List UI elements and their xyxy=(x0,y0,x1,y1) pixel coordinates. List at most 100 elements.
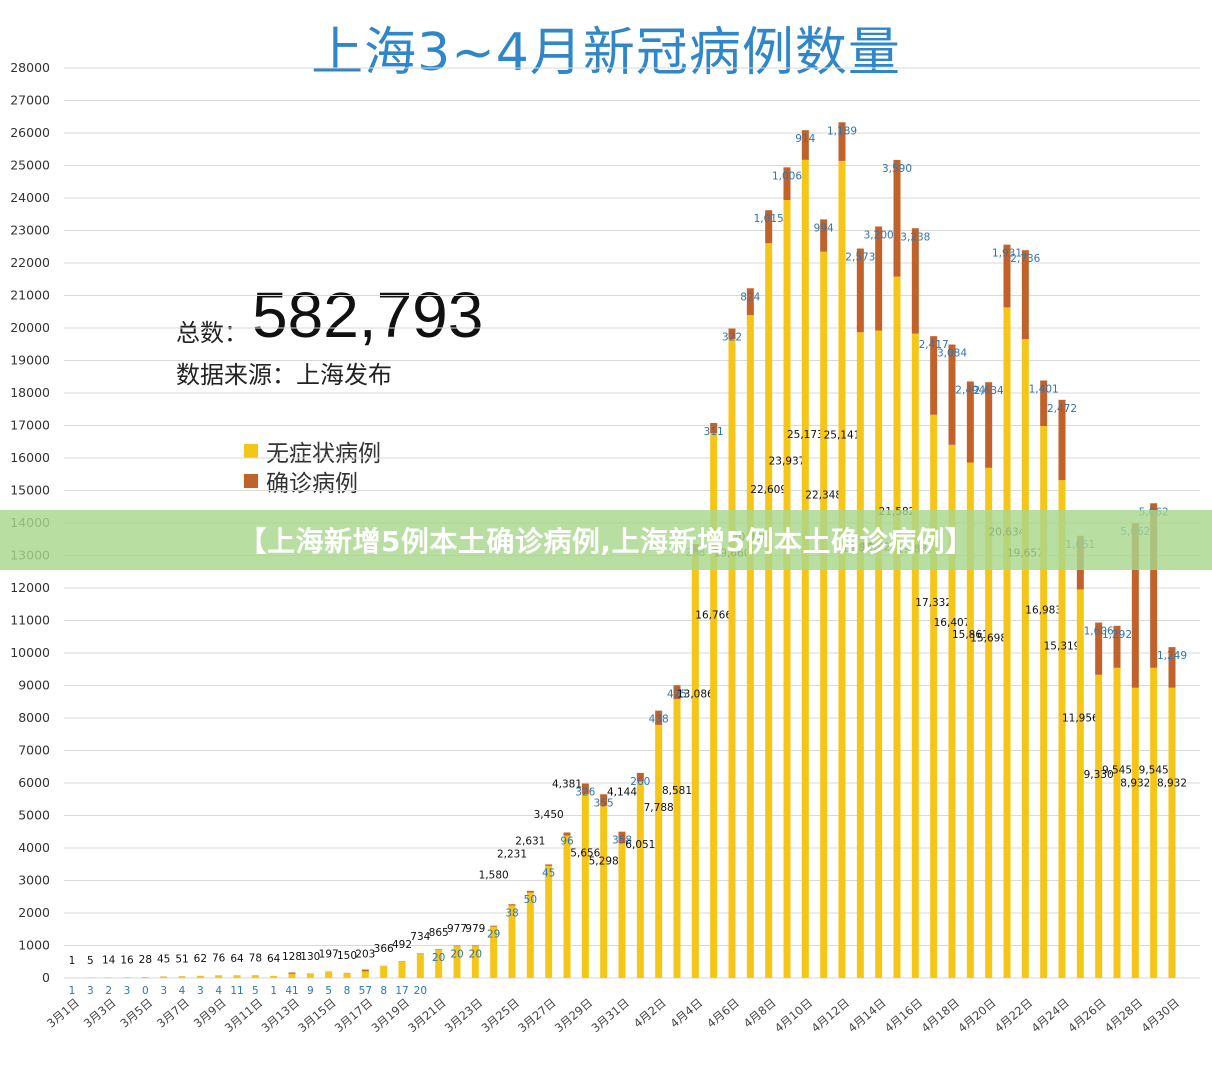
bar-asymptomatic xyxy=(416,954,424,978)
bar-asymptomatic xyxy=(893,276,901,979)
legend-item-confirmed: 确诊病例 xyxy=(244,466,381,497)
data-label-asymptomatic: 5 xyxy=(87,955,94,967)
x-tick-label: 4月2日 xyxy=(631,996,669,1031)
bar-confirmed xyxy=(673,685,681,700)
x-tick-label: 4月30日 xyxy=(1138,996,1181,1036)
bar-confirmed xyxy=(1095,622,1103,675)
bar-confirmed xyxy=(985,382,993,468)
bar-asymptomatic xyxy=(233,975,241,978)
data-label-confirmed: 326 xyxy=(575,787,595,799)
x-tick-label: 4月28日 xyxy=(1102,996,1145,1036)
bar-confirmed xyxy=(435,949,443,950)
data-label-asymptomatic: 9,545 xyxy=(1102,764,1132,776)
data-label-confirmed: 17 xyxy=(395,985,408,997)
bar-asymptomatic xyxy=(1003,307,1011,978)
bar-confirmed xyxy=(655,710,663,725)
data-label-asymptomatic: 8,581 xyxy=(662,785,692,797)
bar-confirmed xyxy=(783,167,791,201)
bar-confirmed xyxy=(875,226,883,331)
y-tick-label: 12000 xyxy=(10,580,50,595)
y-tick-label: 17000 xyxy=(10,418,50,433)
bar-confirmed xyxy=(416,953,424,955)
bar-confirmed xyxy=(618,831,626,844)
bar-asymptomatic xyxy=(288,973,296,978)
data-label-confirmed: 96 xyxy=(560,835,574,847)
legend-swatch-asymptomatic xyxy=(244,444,258,458)
bar-asymptomatic xyxy=(306,973,314,978)
y-tick-label: 16000 xyxy=(10,450,50,465)
y-tick-label: 15000 xyxy=(10,483,50,498)
bar-confirmed xyxy=(893,159,901,277)
data-label-confirmed: 1,015 xyxy=(754,213,784,225)
x-tick-label: 4月20日 xyxy=(955,996,998,1036)
data-label-confirmed: 11 xyxy=(230,985,243,997)
bar-asymptomatic xyxy=(545,865,553,978)
data-label-asymptomatic: 9,545 xyxy=(1139,764,1169,776)
bar-asymptomatic xyxy=(196,975,204,978)
data-label-asymptomatic: 4,144 xyxy=(607,786,637,798)
y-tick-label: 5000 xyxy=(18,808,50,823)
bar-confirmed xyxy=(398,961,406,963)
bar-asymptomatic xyxy=(618,843,626,978)
data-label-asymptomatic: 977 xyxy=(447,923,467,935)
bar-confirmed xyxy=(911,228,919,334)
data-label-confirmed: 824 xyxy=(740,291,760,303)
bar-asymptomatic xyxy=(820,251,828,978)
data-label-asymptomatic: 5,298 xyxy=(589,855,619,867)
bar-asymptomatic xyxy=(471,946,479,978)
data-label-confirmed: 1,292 xyxy=(1102,629,1132,641)
bar-asymptomatic xyxy=(875,330,883,978)
data-label-confirmed: 8 xyxy=(380,985,387,997)
y-tick-label: 2000 xyxy=(18,905,50,920)
data-label-asymptomatic: 16,766 xyxy=(695,609,732,621)
bar-confirmed xyxy=(636,772,644,782)
data-label-asymptomatic: 76 xyxy=(212,953,226,965)
data-label-asymptomatic: 8,932 xyxy=(1120,777,1150,789)
y-tick-label: 20000 xyxy=(10,320,50,335)
data-label-asymptomatic: 197 xyxy=(319,949,339,961)
bar-confirmed xyxy=(1040,380,1048,427)
data-label-asymptomatic: 15,698 xyxy=(970,632,1007,644)
x-tick-label: 4月16日 xyxy=(882,996,925,1036)
y-tick-label: 10000 xyxy=(10,645,50,660)
x-tick-label: 4月24日 xyxy=(1028,996,1071,1036)
data-label-confirmed: 1,006 xyxy=(772,170,802,182)
data-label-confirmed: 1,401 xyxy=(1029,384,1059,396)
bar-asymptomatic xyxy=(398,962,406,978)
y-tick-label: 0 xyxy=(42,970,50,985)
bar-asymptomatic xyxy=(673,699,681,978)
data-label-asymptomatic: 15,319 xyxy=(1044,640,1081,652)
data-label-asymptomatic: 16,407 xyxy=(934,617,971,629)
bar-confirmed xyxy=(765,210,773,244)
y-tick-label: 18000 xyxy=(10,385,50,400)
bar-confirmed xyxy=(948,344,956,445)
total-label: 总数： xyxy=(176,319,248,347)
x-tick-label: 3月17日 xyxy=(332,996,375,1036)
data-label-confirmed: 3 xyxy=(197,985,204,997)
data-source: 数据来源：上海发布 xyxy=(176,361,392,389)
data-label-asymptomatic: 45 xyxy=(157,954,170,966)
headline-banner-text: 【上海新增5例本土确诊病例,上海新增5例本土确诊病例】 xyxy=(238,525,974,558)
y-tick-label: 27000 xyxy=(10,93,50,108)
data-label-confirmed: 2 xyxy=(105,985,112,997)
data-label-asymptomatic: 203 xyxy=(355,948,375,960)
data-label-confirmed: 5 xyxy=(252,985,259,997)
bar-asymptomatic xyxy=(1150,667,1158,978)
bar-asymptomatic xyxy=(215,975,223,978)
data-label-confirmed: 2,494 xyxy=(955,384,985,396)
bar-confirmed xyxy=(1058,399,1066,481)
data-label-asymptomatic: 130 xyxy=(300,951,320,963)
bar-confirmed xyxy=(856,248,864,333)
y-tick-label: 3000 xyxy=(18,873,50,888)
data-label-asymptomatic: 5,656 xyxy=(570,848,600,860)
data-label-asymptomatic: 2,631 xyxy=(515,835,545,847)
data-label-asymptomatic: 4,381 xyxy=(552,779,582,791)
bar-confirmed xyxy=(526,890,534,893)
data-label-asymptomatic: 13,086 xyxy=(677,688,714,700)
data-label-confirmed: 914 xyxy=(795,133,815,145)
data-label-asymptomatic: 3,450 xyxy=(534,809,564,821)
bar-asymptomatic xyxy=(343,973,351,978)
bar-confirmed xyxy=(361,969,369,972)
y-tick-label: 21000 xyxy=(10,288,50,303)
data-label-asymptomatic: 7,788 xyxy=(644,802,674,814)
